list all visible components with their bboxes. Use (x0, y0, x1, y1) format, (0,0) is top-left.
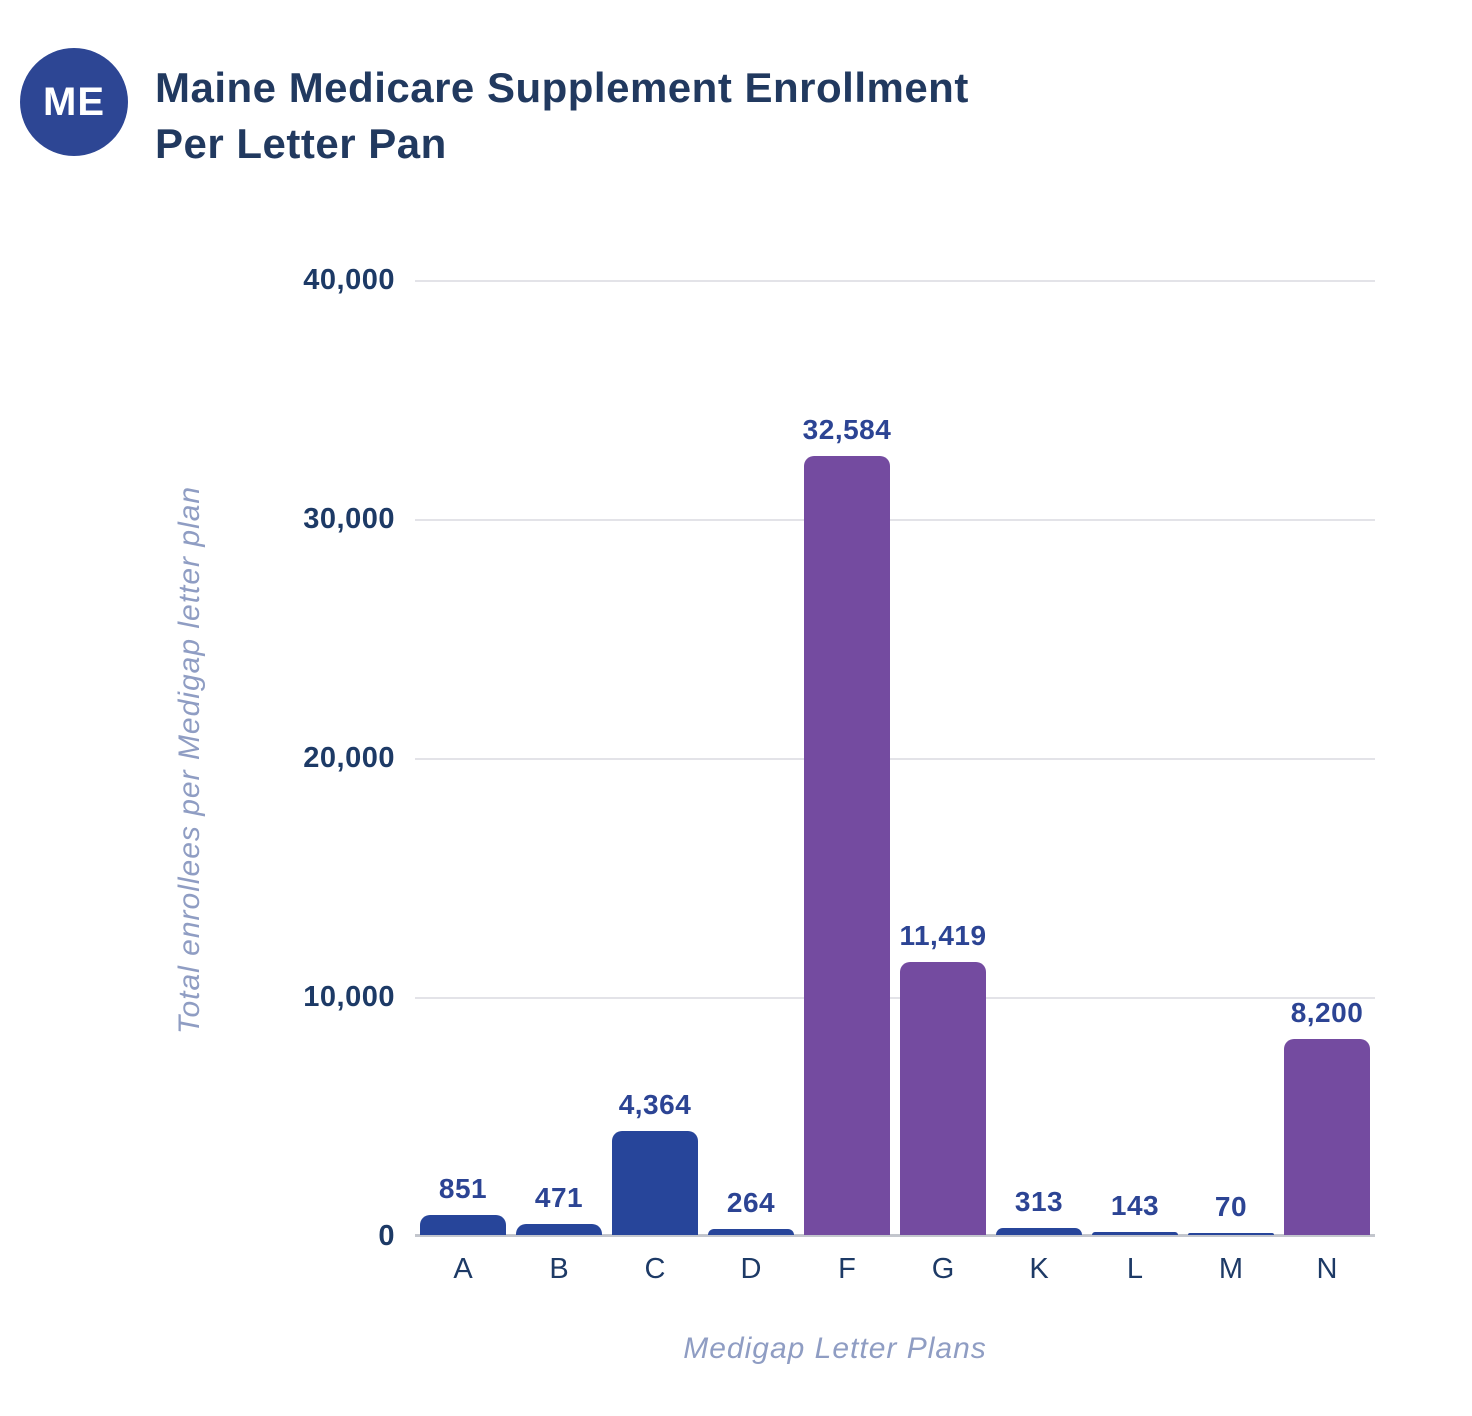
chart-title-line2: Per Letter Pan (155, 120, 447, 167)
chart-title-line1: Maine Medicare Supplement Enrollment (155, 64, 969, 111)
gridline-10,000 (415, 997, 1375, 999)
bar-N (1284, 1039, 1370, 1235)
y-axis-title: Total enrollees per Medigap letter plan (173, 485, 206, 1035)
plot-area: 851 471 4,364 264 32,584 11,419 313 143 70 8,200 (415, 280, 1375, 1237)
bar-value-label-N: 8,200 (1290, 997, 1364, 1029)
bar-value-label-M: 70 (1214, 1191, 1248, 1222)
state-badge: ME (20, 48, 128, 156)
bar-value-label-C: 4,364 (618, 1088, 692, 1120)
y-tick-label-20,000: 20,000 (303, 742, 395, 774)
x-axis-line (415, 1234, 1375, 1237)
bar-value-label-B: 471 (534, 1181, 584, 1213)
bar-A (420, 1214, 506, 1235)
bar-value-label-D: 264 (726, 1186, 776, 1218)
state-badge-label: ME (43, 79, 105, 124)
gridline-20,000 (415, 758, 1375, 760)
bar-value-label-A: 851 (438, 1172, 488, 1204)
x-tick-label-L: L (1126, 1253, 1144, 1285)
chart-title: Maine Medicare Supplement Enrollment Per … (155, 60, 969, 172)
x-axis-title: Medigap Letter Plans (683, 1332, 987, 1365)
x-tick-label-A: A (453, 1253, 473, 1285)
bar-B (516, 1223, 602, 1235)
bar-value-label-F: 32,584 (802, 414, 892, 446)
x-tick-label-N: N (1316, 1253, 1338, 1285)
bar-C (612, 1130, 698, 1235)
bar-L (1092, 1231, 1178, 1235)
bar-value-label-G: 11,419 (899, 920, 987, 952)
y-tick-label-40,000: 40,000 (303, 264, 395, 296)
y-tick-label-30,000: 30,000 (303, 503, 395, 535)
bar-value-label-K: 313 (1014, 1185, 1064, 1217)
x-tick-label-M: M (1218, 1253, 1244, 1285)
gridline-40,000 (415, 280, 1375, 282)
x-tick-label-B: B (549, 1253, 569, 1285)
x-tick-label-G: G (931, 1253, 955, 1285)
bar-D (708, 1228, 794, 1235)
bar-M (1188, 1233, 1274, 1235)
x-tick-label-K: K (1029, 1253, 1049, 1285)
bar-value-label-L: 143 (1110, 1189, 1160, 1221)
bar-G (900, 962, 986, 1235)
bar-F (804, 456, 890, 1235)
gridline-30,000 (415, 519, 1375, 521)
x-tick-label-C: C (644, 1253, 666, 1285)
y-tick-label-0: 0 (378, 1220, 395, 1252)
x-tick-label-F: F (838, 1253, 856, 1285)
y-tick-label-10,000: 10,000 (303, 981, 395, 1013)
x-tick-label-D: D (740, 1253, 762, 1285)
bar-K (996, 1227, 1082, 1235)
